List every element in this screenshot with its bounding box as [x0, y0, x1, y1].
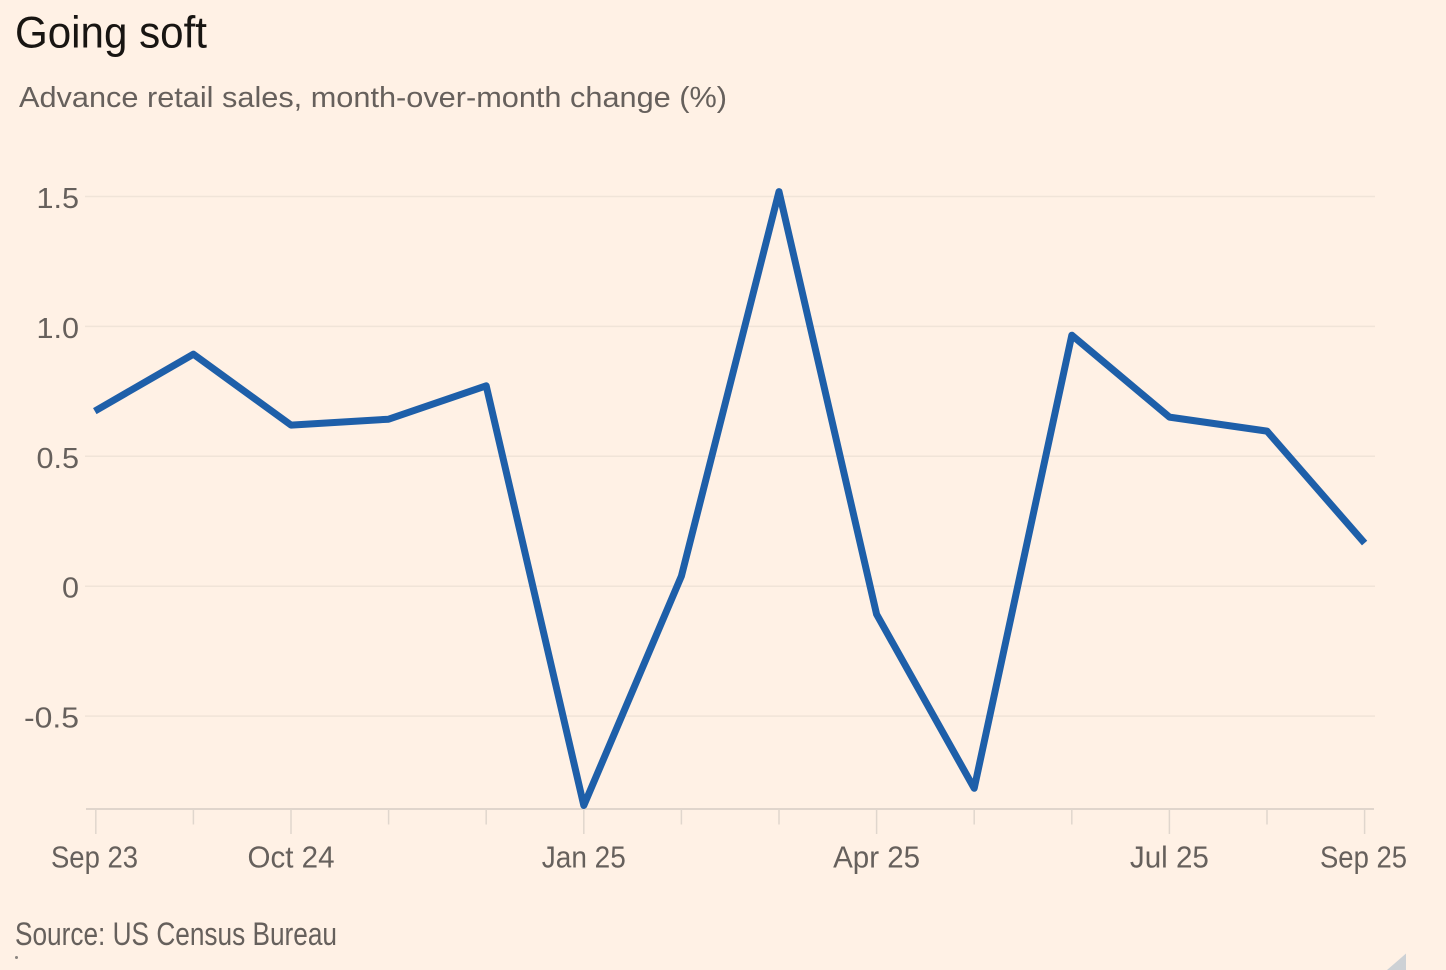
svg-text:1.5: 1.5 — [37, 183, 80, 215]
svg-text:0: 0 — [62, 573, 79, 605]
svg-text:-0.5: -0.5 — [24, 703, 79, 735]
svg-text:Advance retail sales, month-ov: Advance retail sales, month-over-month c… — [19, 82, 727, 114]
svg-text:0.5: 0.5 — [37, 443, 80, 475]
svg-text:Jul 25: Jul 25 — [1130, 840, 1209, 875]
svg-text:Going soft: Going soft — [15, 8, 208, 58]
svg-text:Source: US Census Bureau: Source: US Census Bureau — [15, 916, 337, 952]
svg-text:Jan 25: Jan 25 — [542, 840, 626, 875]
svg-text:Sep 23: Sep 23 — [51, 840, 138, 875]
svg-text:Apr 25: Apr 25 — [833, 840, 920, 875]
svg-text:1.0: 1.0 — [37, 313, 80, 345]
svg-text:Oct 24: Oct 24 — [248, 840, 335, 875]
svg-text:Sep 25: Sep 25 — [1320, 840, 1407, 875]
